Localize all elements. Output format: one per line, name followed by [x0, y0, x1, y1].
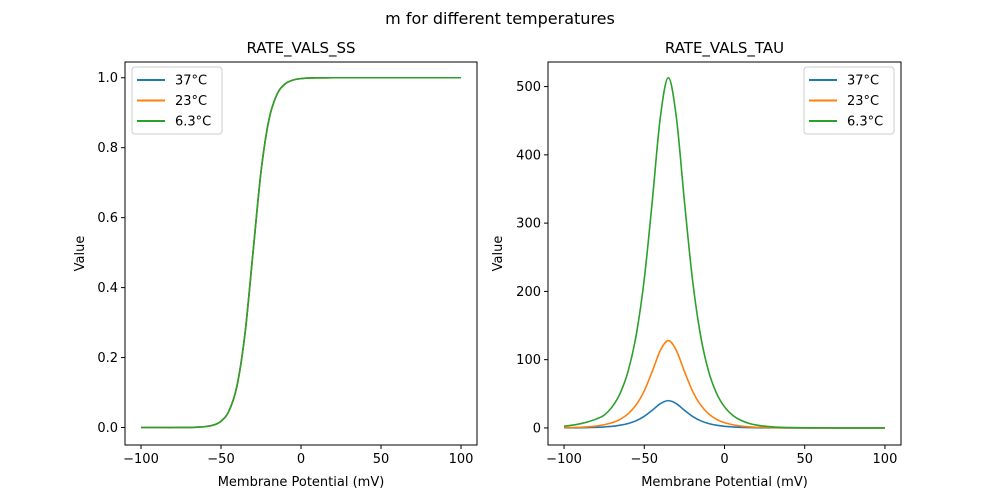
subplot-title: RATE_VALS_TAU — [665, 39, 784, 58]
x-tick-label: −50 — [207, 452, 234, 467]
series-line-37C — [564, 399, 885, 429]
x-tick-label: −100 — [546, 452, 582, 467]
y-tick-label: 0 — [533, 421, 541, 436]
y-axis-label: Value — [73, 236, 88, 272]
x-tick-label: 100 — [449, 452, 474, 467]
x-axis-label: Membrane Potential (mV) — [218, 475, 385, 490]
y-tick-label: 100 — [516, 353, 541, 368]
legend-label: 37°C — [175, 74, 207, 89]
y-tick-label: 0.6 — [97, 211, 118, 226]
y-tick-label: 500 — [516, 80, 541, 95]
x-tick-label: 50 — [373, 452, 390, 467]
series-line-6.3C — [563, 76, 885, 429]
x-tick-label: −100 — [123, 452, 159, 467]
legend-label: 23°C — [175, 94, 207, 109]
legend-label: 6.3°C — [175, 115, 211, 130]
y-tick-label: 300 — [516, 217, 541, 232]
subplot-title: RATE_VALS_SS — [246, 39, 355, 58]
legend-label: 23°C — [847, 94, 879, 109]
y-tick-label: 200 — [516, 285, 541, 300]
y-tick-label: 0.2 — [97, 351, 118, 366]
x-tick-label: 100 — [873, 452, 898, 467]
x-tick-label: 50 — [796, 452, 813, 467]
y-tick-label: 0.0 — [97, 421, 118, 436]
series-line-6.3C — [141, 76, 461, 429]
y-tick-label: 1.0 — [97, 71, 118, 86]
y-tick-label: 400 — [516, 148, 541, 163]
legend: 37°C 23°C 6.3°C — [131, 66, 223, 135]
x-tick-label: −50 — [631, 452, 658, 467]
legend-label: 37°C — [847, 74, 879, 89]
y-tick-label: 0.4 — [97, 281, 118, 296]
x-tick-label: 0 — [297, 452, 305, 467]
legend-box — [131, 66, 223, 135]
figure-suptitle: m for different temperatures — [385, 9, 615, 28]
subplot-tau: RATE_VALS_TAU −100 −50 0 50 100 0 100 200 300 400 5… — [491, 39, 902, 490]
legend-label: 6.3°C — [847, 115, 883, 130]
series-line-23C — [564, 339, 885, 429]
subplot-ss: RATE_VALS_SS −100 −50 0 50 100 0.0 0.2 0.4 0.6 0.8… — [73, 39, 478, 490]
legend: 37°C 23°C 6.3°C — [803, 66, 895, 135]
y-axis-label: Value — [491, 236, 506, 272]
y-tick-label: 0.8 — [97, 141, 118, 156]
x-axis-label: Membrane Potential (mV) — [641, 475, 808, 490]
legend-box — [803, 66, 895, 135]
x-tick-label: 0 — [720, 452, 728, 467]
